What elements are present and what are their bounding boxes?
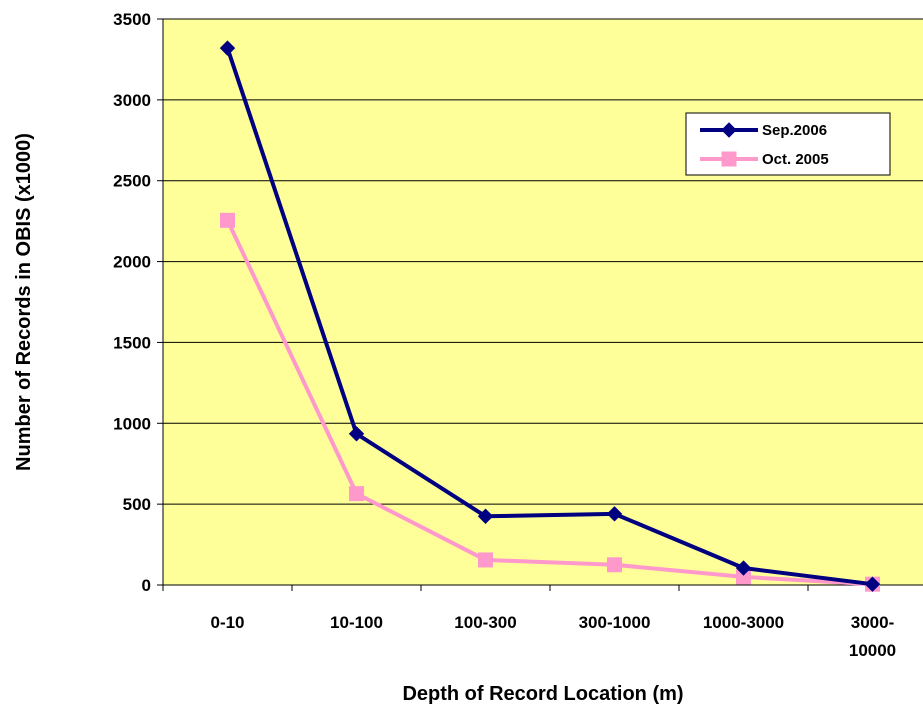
data-point xyxy=(219,40,236,56)
legend: Sep.2006 Oct. 2005 xyxy=(685,112,891,176)
data-point xyxy=(864,576,881,592)
series-line xyxy=(225,47,873,587)
y-tick-label: 0 xyxy=(142,576,151,595)
y-tick-label: 1000 xyxy=(113,414,151,433)
x-tick-label: 1000-3000 xyxy=(703,613,784,632)
x-tick-label: 3000-10000 xyxy=(849,613,896,660)
series-layer xyxy=(219,40,881,592)
series-0 xyxy=(219,40,881,592)
legend-label: Oct. 2005 xyxy=(762,151,829,168)
y-tick-label: 3000 xyxy=(113,91,151,110)
data-point xyxy=(478,552,493,568)
y-tick-label: 500 xyxy=(123,495,151,514)
data-point xyxy=(606,506,623,522)
y-tick-labels: 0 500 1000 1500 2000 2500 3000 3500 xyxy=(113,10,151,595)
y-tick-label: 3500 xyxy=(113,10,151,29)
y-tick-label: 1500 xyxy=(113,333,151,352)
data-point xyxy=(477,508,494,524)
x-axis-title: Depth of Record Location (m) xyxy=(402,683,683,705)
x-tick-label: 0-10 xyxy=(210,613,244,632)
series-1 xyxy=(220,212,880,592)
legend-label: Sep.2006 xyxy=(762,122,827,139)
plot-area xyxy=(163,19,923,585)
gridlines xyxy=(163,18,923,505)
y-axis-title: Number of Records in OBIS (x1000) xyxy=(13,133,35,471)
series-line xyxy=(225,219,873,587)
legend-box xyxy=(685,112,891,176)
legend-marker xyxy=(721,122,737,138)
data-point xyxy=(607,557,622,573)
y-tick-label: 2000 xyxy=(113,253,151,272)
legend-marker xyxy=(721,151,737,167)
y-tick-label: 2500 xyxy=(113,172,151,191)
data-point xyxy=(220,212,235,228)
x-tick-label: 10-100 xyxy=(330,613,383,632)
data-point xyxy=(349,486,364,502)
x-tick-label: 100-300 xyxy=(454,613,516,632)
x-tick-labels: 0-10 10-100 100-300 300-1000 1000-3000 3000-1… xyxy=(210,613,896,660)
data-point xyxy=(735,560,752,576)
x-tick-label: 300-1000 xyxy=(579,613,651,632)
data-point xyxy=(348,426,365,442)
axes xyxy=(157,18,923,591)
